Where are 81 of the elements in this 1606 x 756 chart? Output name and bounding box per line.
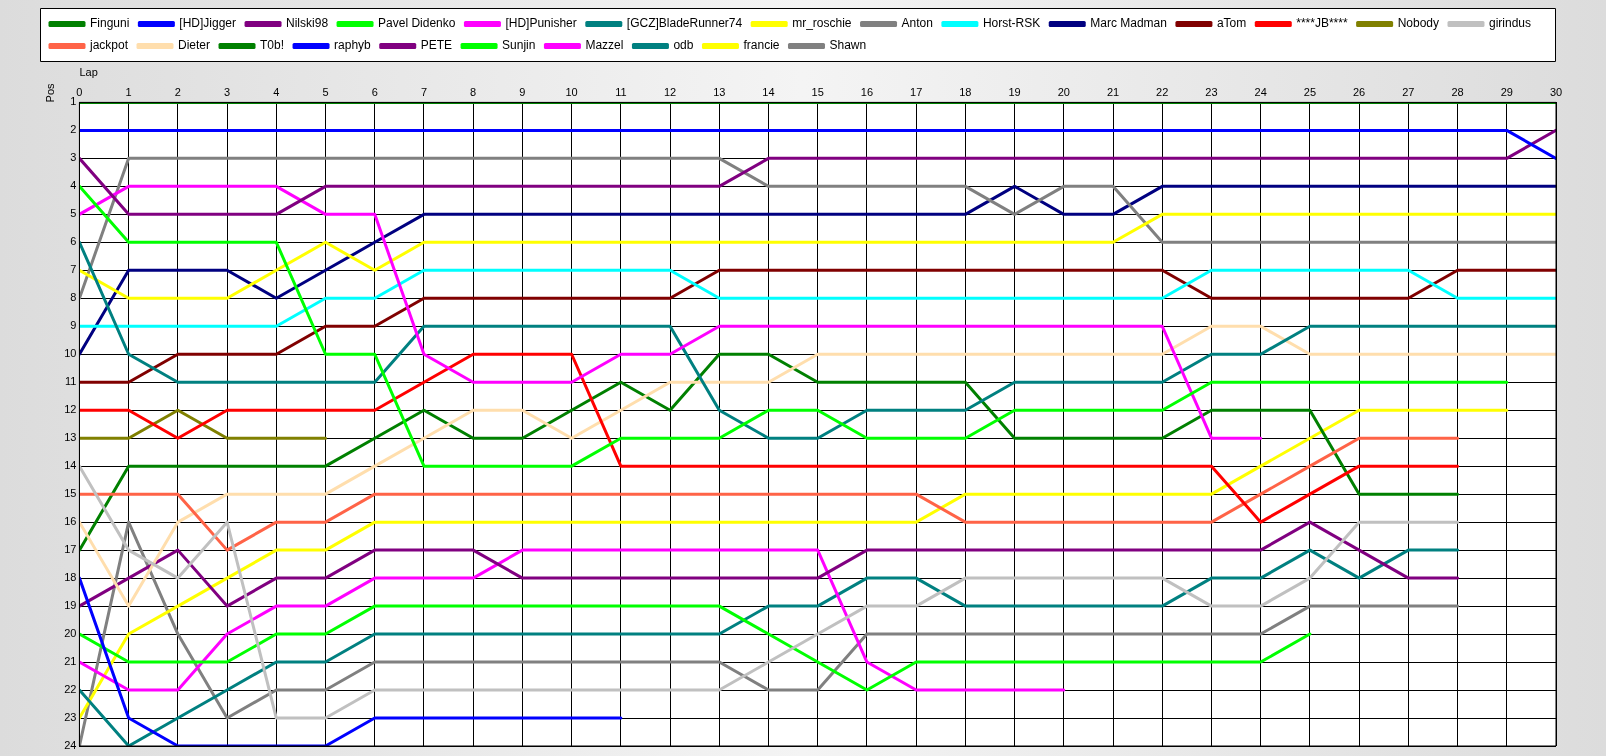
x-tick-label: 30: [1549, 85, 1563, 98]
y-tick-label: 6: [70, 235, 77, 248]
x-tick-label: 28: [1451, 85, 1464, 98]
y-tick-label: 12: [64, 403, 77, 416]
legend-label: [GCZ]BladeRunner74: [626, 16, 743, 31]
x-tick-label: 14: [762, 85, 775, 98]
legend-label: Pavel Didenko: [378, 16, 456, 31]
y-tick-label: 14: [64, 459, 77, 472]
legend-label: raphyb: [334, 38, 372, 53]
legend-label: Nilski98: [286, 16, 329, 31]
x-tick-label: 5: [322, 85, 329, 98]
legend-label: Horst-RSK: [982, 16, 1041, 31]
x-tick-label: 19: [1008, 85, 1021, 98]
x-tick-label: 27: [1402, 85, 1415, 98]
legend-label: odb: [673, 38, 694, 53]
y-tick-label: 20: [64, 627, 77, 640]
legend-label: Dieter: [178, 38, 211, 53]
y-tick-label: 7: [70, 263, 77, 276]
legend-label: jackpot: [89, 38, 129, 53]
y-tick-label: 4: [70, 179, 77, 192]
y-axis-title: Pos: [43, 82, 56, 103]
y-tick-label: 23: [64, 711, 77, 724]
x-tick-label: 24: [1254, 85, 1267, 98]
x-tick-label: 25: [1303, 85, 1317, 98]
legend-label: PETE: [420, 38, 453, 53]
x-tick-label: 0: [76, 85, 83, 98]
legend-label: francie: [743, 38, 780, 53]
legend-label: Finguni: [90, 16, 130, 31]
legend-label: Nobody: [1397, 16, 1440, 31]
legend-label: girindus: [1488, 16, 1532, 31]
legend-label: mr_roschie: [792, 16, 852, 31]
legend-label: [HD]Jigger: [179, 16, 237, 31]
y-tick-label: 13: [64, 431, 77, 444]
y-tick-label: 18: [64, 571, 77, 584]
legend-label: [HD]Punisher: [505, 16, 577, 31]
x-tick-label: 26: [1353, 85, 1366, 98]
x-tick-label: 20: [1057, 85, 1070, 98]
y-tick-label: 15: [64, 487, 77, 500]
y-tick-label: 3: [70, 151, 77, 164]
legend-label: aTom: [1216, 16, 1247, 31]
y-tick-label: 8: [70, 291, 77, 304]
x-tick-label: 11: [615, 85, 627, 98]
legend-label: Mazzel: [585, 38, 624, 53]
y-tick-label: 21: [64, 655, 77, 668]
x-tick-label: 23: [1205, 85, 1218, 98]
legend-label: Sunjin: [502, 38, 536, 53]
x-tick-label: 3: [224, 85, 231, 98]
y-tick-label: 16: [64, 515, 77, 528]
x-tick-label: 9: [519, 85, 526, 98]
legend-label: T0b!: [260, 38, 285, 53]
x-tick-label: 2: [174, 85, 181, 98]
x-tick-label: 13: [713, 85, 726, 98]
x-tick-label: 6: [371, 85, 378, 98]
x-tick-label: 18: [959, 85, 972, 98]
y-tick-label: 5: [70, 207, 77, 220]
x-tick-label: 15: [811, 85, 824, 98]
y-tick-label: 24: [64, 739, 77, 752]
y-tick-label: 1: [70, 95, 77, 108]
y-tick-label: 22: [64, 683, 77, 696]
x-tick-label: 21: [1106, 85, 1120, 98]
x-tick-label: 29: [1500, 85, 1513, 98]
legend-label: Marc Madman: [1090, 16, 1167, 31]
x-tick-label: 12: [663, 85, 677, 98]
y-tick-label: 11: [65, 375, 77, 388]
x-tick-label: 17: [910, 85, 923, 98]
x-tick-label: 22: [1156, 85, 1169, 98]
y-tick-label: 19: [64, 599, 77, 612]
y-tick-label: 9: [70, 319, 77, 332]
legend-label: ****JB****: [1296, 16, 1348, 31]
x-tick-label: 1: [125, 85, 132, 98]
x-tick-label: 16: [860, 85, 874, 98]
y-tick-label: 17: [64, 543, 77, 556]
legend-label: Shawn: [829, 38, 867, 53]
y-tick-label: 2: [70, 123, 77, 136]
y-tick-label: 10: [64, 347, 77, 360]
x-tick-label: 10: [565, 85, 578, 98]
x-tick-label: 4: [273, 85, 280, 98]
x-axis-title: Lap: [79, 65, 98, 78]
legend-label: Anton: [901, 16, 933, 31]
x-tick-label: 7: [420, 85, 428, 98]
x-tick-label: 8: [470, 85, 477, 98]
